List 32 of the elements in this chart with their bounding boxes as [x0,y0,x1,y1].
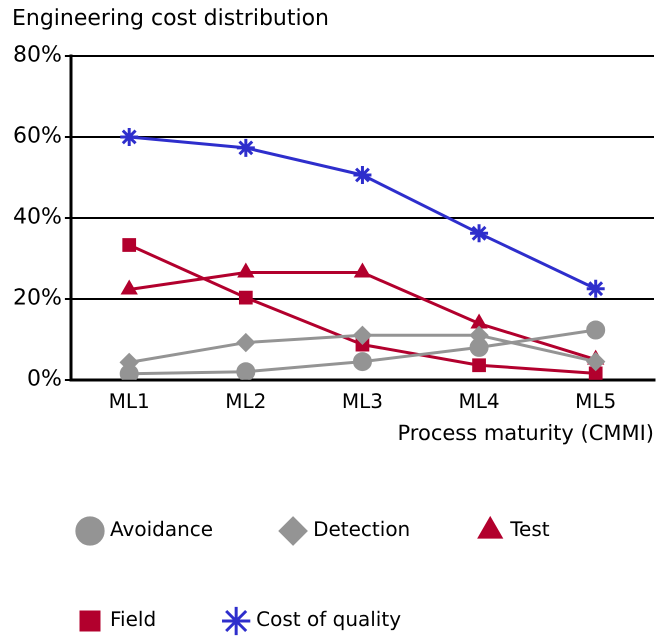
chart-title: Engineering cost distribution [12,6,330,31]
legend-label: Test [509,517,550,542]
legend-label: Detection [313,517,410,542]
y-tick-label: 60% [12,124,62,149]
legend-label: Cost of quality [256,607,402,632]
point [470,338,489,357]
point [236,362,256,380]
point [468,222,490,244]
point [122,238,136,252]
x-tick-label: ML3 [342,389,384,414]
point [236,333,256,352]
x-axis-title: Process maturity (CMMI) [398,420,654,445]
point [352,164,373,186]
y-tick-label: 20% [12,286,62,311]
x-tick-label: ML1 [108,389,150,414]
point [586,352,606,372]
point [238,290,253,304]
x-tick-label: ML5 [575,389,616,414]
y-tick-label: 0% [26,366,62,392]
point [352,326,372,345]
y-tick-label: 40% [12,204,62,230]
legend-label: Avoidance [110,517,214,542]
point [118,126,140,148]
point [585,278,606,300]
x-tick-label: ML4 [458,389,500,414]
x-tick-label: ML2 [225,389,266,414]
legend-label: Field [110,607,156,632]
point [235,137,256,158]
y-tick-label: 80% [12,42,62,68]
point [472,358,486,372]
point [352,352,372,372]
point [586,320,606,340]
